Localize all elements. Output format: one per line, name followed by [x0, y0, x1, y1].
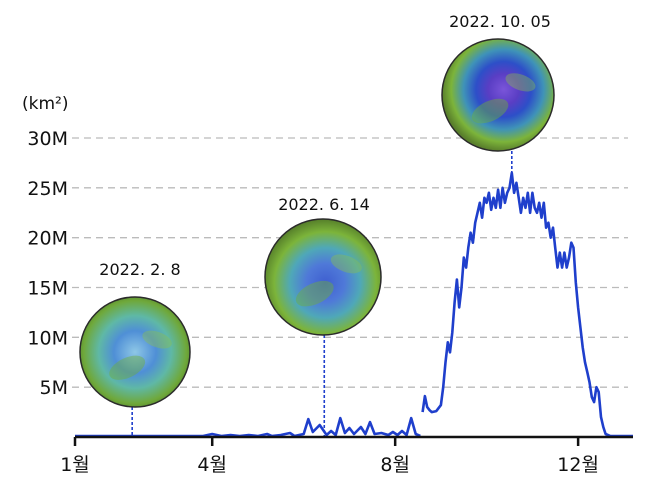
y-tick-label: 20M	[27, 228, 68, 250]
y-axis: 5M 10M 15M 20M 25M 30M	[27, 128, 68, 399]
y-axis-unit-label: (km²)	[22, 94, 68, 114]
series-line-segment-0	[75, 416, 421, 438]
annotation-date-label: 2022. 6. 14	[278, 195, 370, 214]
x-tick-label: 4월	[197, 454, 227, 476]
annotation-images: 2022. 2. 8 2022. 6. 14 2022. 10. 05	[79, 12, 555, 408]
annotation-leaders	[131, 151, 513, 437]
x-tick-label: 12월	[557, 454, 599, 476]
x-tick-label: 1월	[60, 454, 90, 476]
annotation-date-label: 2022. 10. 05	[449, 12, 551, 31]
ozone-globe-image	[79, 296, 191, 408]
y-tick-label: 10M	[27, 327, 68, 349]
y-tick-label: 15M	[27, 278, 68, 300]
y-tick-label: 5M	[40, 377, 68, 399]
annotation-date-label: 2022. 2. 8	[99, 260, 180, 279]
data-series	[75, 171, 633, 438]
x-axis: 1월 4월 8월 12월	[60, 435, 633, 476]
y-tick-label: 30M	[27, 128, 68, 150]
series-line-segment-1	[421, 171, 633, 438]
x-tick-label: 8월	[380, 454, 410, 476]
y-tick-label: 25M	[27, 178, 68, 200]
ozone-globe-image	[264, 218, 382, 336]
ozone-globe-image	[441, 38, 555, 152]
